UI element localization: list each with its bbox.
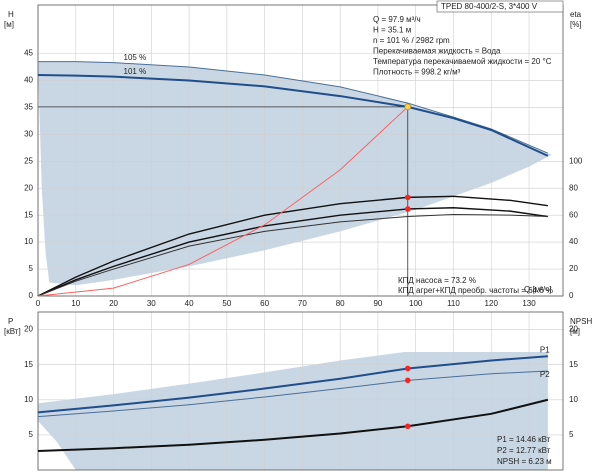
info-line: H = 35.1 м <box>373 26 411 35</box>
y2-axis-unit: [%] <box>570 20 582 29</box>
info-line: Перекачиваемая жидкость = Вода <box>373 47 501 56</box>
y2-axis-label: NPSH <box>570 317 592 326</box>
curve <box>37 74 549 157</box>
marker <box>404 423 411 430</box>
info-line: Температура перекачиваемой жидкости = 20… <box>373 57 552 66</box>
y-tick-label: 15 <box>24 360 33 369</box>
x-tick-label: 120 <box>485 299 499 308</box>
curve-label: P1 <box>540 345 550 354</box>
marker <box>404 194 411 201</box>
annotation: P1 = 14.46 кВт <box>497 435 551 444</box>
operating-point <box>404 103 412 111</box>
x-tick-label: 50 <box>222 299 231 308</box>
y-tick-label: 15 <box>24 210 33 219</box>
y-axis-label: P <box>8 317 13 326</box>
y2-tick-label: 60 <box>569 210 578 219</box>
annotation: КПД агрег+КПД преобр. частоты = 64.6 % <box>398 286 553 295</box>
x-tick-label: 70 <box>298 299 307 308</box>
x-tick-label: 130 <box>522 299 536 308</box>
y2-tick-label: 15 <box>569 360 578 369</box>
y2-tick-label: 20 <box>569 325 578 334</box>
y-axis-label: H <box>8 10 14 19</box>
curve <box>37 213 548 297</box>
info-line: n = 101 % / 2982 rpm <box>373 36 450 45</box>
x-tick-label: 90 <box>373 299 382 308</box>
x-tick-label: 20 <box>109 299 118 308</box>
curve <box>37 106 409 297</box>
curve <box>37 207 548 297</box>
y-tick-label: 45 <box>24 49 33 58</box>
y-tick-label: 10 <box>24 237 33 246</box>
operating-range <box>38 352 548 470</box>
y2-tick-label: 80 <box>569 183 578 192</box>
y2-axis-label: eta <box>570 10 582 19</box>
marker <box>404 377 411 384</box>
curve <box>37 195 548 297</box>
curve <box>37 398 549 453</box>
plot-frame <box>37 311 564 471</box>
y2-tick-label: 10 <box>569 395 578 404</box>
y2-axis-unit: [м] <box>570 327 580 336</box>
y-tick-label: 40 <box>24 76 33 85</box>
x-tick-label: 110 <box>447 299 460 308</box>
y2-tick-label: 0 <box>569 291 574 300</box>
marker <box>404 365 411 372</box>
x-tick-label: 0 <box>36 299 41 308</box>
curve-label: P2 <box>540 370 550 379</box>
x-tick-label: 60 <box>260 299 269 308</box>
curve <box>37 370 548 418</box>
info-line: Q = 97.9 м³/ч <box>373 15 421 24</box>
curve-label: 101 % <box>124 67 147 76</box>
annotation: P2 = 12.77 кВт <box>497 446 551 455</box>
curve <box>37 355 548 414</box>
annotation: NPSH = 6.23 м <box>497 457 552 466</box>
y-tick-label: 5 <box>29 430 34 439</box>
y-tick-label: 25 <box>24 156 33 165</box>
y2-tick-label: 20 <box>569 264 578 273</box>
marker <box>404 206 411 212</box>
y-tick-label: 20 <box>24 183 33 192</box>
y-tick-label: 30 <box>24 129 33 138</box>
y-tick-label: 10 <box>24 395 33 404</box>
x-tick-label: 30 <box>147 299 156 308</box>
y2-tick-label: 40 <box>569 237 578 246</box>
x-tick-label: 40 <box>185 299 194 308</box>
x-tick-label: 10 <box>71 299 80 308</box>
curve-label: 105 % <box>124 53 147 62</box>
y-tick-label: 5 <box>29 264 34 273</box>
y-tick-label: 0 <box>29 291 34 300</box>
plot-frame <box>37 4 564 297</box>
annotation: КПД насоса = 73.2 % <box>398 276 476 285</box>
chart-title: TPED 80-400/2-S, 3*400 V <box>441 2 538 11</box>
x-axis-label: Q [м³/ч] <box>524 285 551 294</box>
x-tick-label: 100 <box>409 299 423 308</box>
y-tick-label: 35 <box>24 102 33 111</box>
title-box <box>436 0 564 13</box>
y-axis-unit: [м] <box>4 20 14 29</box>
operating-range <box>38 61 552 286</box>
y2-tick-label: 5 <box>569 430 574 439</box>
y-axis-unit: [кВт] <box>4 327 21 336</box>
y2-tick-label: 100 <box>569 156 583 165</box>
x-tick-label: 80 <box>336 299 345 308</box>
curve <box>38 61 549 154</box>
info-line: Плотность = 998.2 кг/м³ <box>373 68 461 77</box>
y-tick-label: 20 <box>24 325 33 334</box>
